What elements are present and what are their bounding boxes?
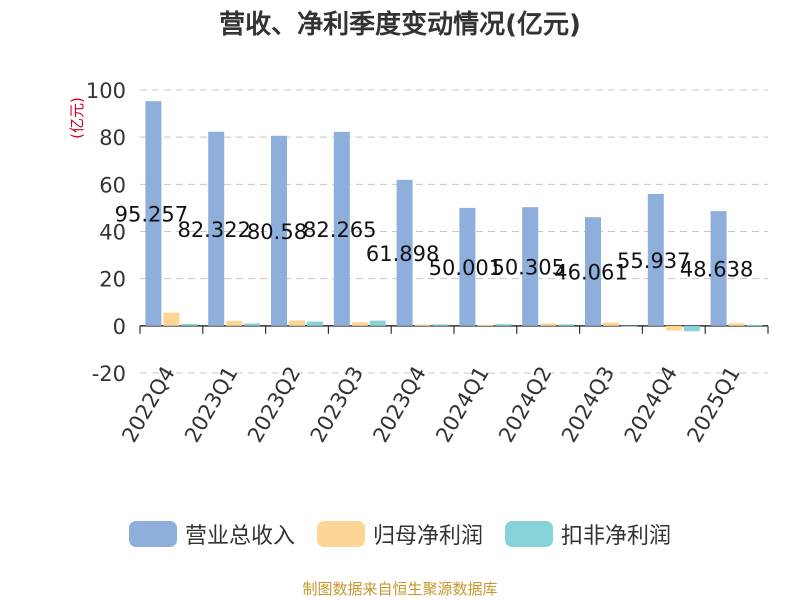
legend-label-revenue: 营业总收入 [184,524,295,549]
data-label-revenue: 46.061 [554,261,627,285]
bar-revenue [271,135,287,326]
bar-revenue [396,179,413,326]
legend-label-net-profit: 归母净利润 [372,524,483,549]
bar-revenue [647,193,664,326]
bar-net-profit [289,320,305,326]
bar-revenue [145,101,162,326]
bar-net-profit [477,324,494,326]
bar-net-profit [226,320,243,326]
chart-legend: 营业总收入 归母净利润 扣非净利润 [0,518,800,550]
y-tick-label: 0 [113,315,126,339]
bar-revenue [333,131,350,326]
legend-item-deducted-profit[interactable]: 扣非净利润 [505,518,671,550]
bar-revenue [208,131,225,326]
bar-revenue [585,217,601,326]
y-tick-label: 100 [86,79,126,103]
bar-net-profit [603,322,619,326]
data-label-revenue: 95.257 [115,203,188,227]
bar-deducted-profit [558,324,575,326]
legend-label-deducted-profit: 扣非净利润 [561,524,672,549]
bar-net-profit [728,323,745,326]
bar-deducted-profit [181,323,198,326]
data-label-revenue: 48.638 [680,257,753,281]
x-tick-label: 2024Q1 [431,362,493,446]
data-label-revenue: 55.937 [617,249,690,273]
data-label-revenue: 82.265 [303,218,376,242]
y-tick-label: 20 [99,268,126,292]
x-tick-label: 2023Q2 [243,362,305,446]
bar-deducted-profit [244,323,261,326]
x-tick-label: 2023Q3 [306,362,368,446]
data-label-revenue: 50.001 [429,256,502,280]
bar-net-profit [414,324,431,326]
legend-item-net-profit[interactable]: 归母净利润 [316,518,483,550]
x-tick-label: 2024Q3 [557,362,619,446]
bar-deducted-profit [621,325,637,327]
legend-swatch-net-profit [316,521,365,547]
bar-net-profit [163,312,180,326]
y-axis-title: (亿元) [68,97,86,139]
legend-swatch-revenue [128,521,177,547]
bar-revenue [459,207,476,326]
bar-deducted-profit [495,324,512,326]
y-tick-label: 80 [99,126,126,150]
bar-deducted-profit [307,321,323,326]
x-tick-label: 2023Q4 [368,362,430,446]
bar-net-profit [540,323,557,326]
chart-title: 营收、净利季度变动情况(亿元) [219,10,581,40]
bar-deducted-profit [683,325,700,332]
x-tick-label: 2023Q1 [180,362,242,446]
x-tick-label: 2022Q4 [117,362,179,446]
bar-revenue [710,211,727,326]
bar-deducted-profit [432,324,449,326]
y-tick-label: 40 [99,221,126,245]
bar-deducted-profit [746,324,763,326]
data-label-revenue: 61.898 [366,242,439,266]
y-tick-label: 60 [99,173,126,197]
data-label-revenue: 82.322 [177,218,250,242]
bar-revenue [522,207,539,326]
y-tick-label: -20 [92,362,126,386]
data-label-revenue: 50.305 [491,256,564,280]
bar-net-profit [351,322,368,326]
data-label-revenue: 80.58 [247,220,307,244]
data-source-note: 制图数据来自恒生聚源数据库 [302,580,498,598]
bar-net-profit [665,325,682,331]
bar-deducted-profit [369,320,386,326]
legend-swatch-deducted-profit [505,521,553,547]
legend-item-revenue[interactable]: 营业总收入 [128,518,295,550]
x-tick-label: 2025Q1 [682,362,744,446]
x-tick-label: 2024Q2 [494,362,556,446]
x-tick-label: 2024Q4 [620,362,682,446]
